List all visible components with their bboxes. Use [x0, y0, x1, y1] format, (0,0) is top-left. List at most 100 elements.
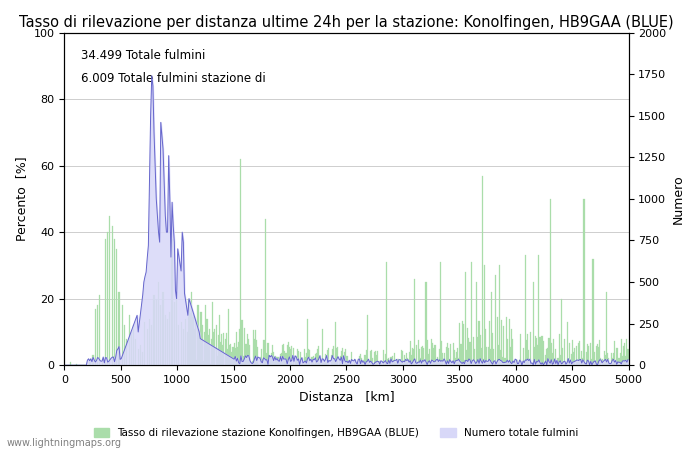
- Bar: [571, 354, 572, 365]
- Bar: [273, 352, 274, 365]
- Bar: [405, 359, 406, 365]
- Bar: [586, 351, 587, 365]
- Bar: [520, 333, 522, 365]
- Bar: [361, 358, 362, 365]
- Bar: [99, 295, 100, 365]
- Bar: [204, 332, 205, 365]
- Bar: [209, 328, 210, 365]
- Bar: [466, 350, 467, 365]
- Bar: [561, 299, 562, 365]
- Bar: [164, 315, 166, 365]
- Bar: [319, 363, 321, 365]
- Bar: [367, 315, 368, 365]
- Bar: [345, 349, 346, 365]
- Bar: [297, 349, 298, 365]
- Bar: [336, 348, 337, 365]
- Bar: [403, 362, 404, 365]
- Bar: [324, 361, 325, 365]
- Bar: [282, 345, 284, 365]
- Bar: [328, 348, 330, 365]
- Bar: [484, 266, 485, 365]
- Text: 6.009 Totale fulmini stazione di: 6.009 Totale fulmini stazione di: [81, 72, 266, 86]
- Bar: [623, 346, 624, 365]
- Bar: [289, 347, 290, 365]
- Bar: [254, 339, 255, 365]
- Bar: [545, 356, 546, 365]
- Bar: [450, 344, 452, 365]
- Bar: [94, 309, 96, 365]
- Bar: [256, 340, 257, 365]
- Bar: [199, 312, 201, 365]
- Bar: [482, 176, 483, 365]
- Bar: [102, 359, 103, 365]
- Bar: [246, 344, 247, 365]
- Bar: [393, 360, 394, 365]
- Bar: [227, 349, 228, 365]
- Bar: [528, 350, 529, 365]
- Bar: [178, 325, 179, 365]
- Bar: [138, 349, 139, 365]
- Bar: [525, 256, 526, 365]
- Bar: [124, 325, 125, 365]
- Bar: [526, 340, 527, 365]
- Bar: [343, 362, 344, 365]
- Title: Tasso di rilevazione per distanza ultime 24h per la stazione: Konolfingen, HB9GA: Tasso di rilevazione per distanza ultime…: [19, 15, 673, 30]
- Bar: [537, 345, 538, 365]
- Bar: [422, 346, 423, 365]
- Bar: [454, 350, 455, 365]
- Bar: [354, 359, 356, 365]
- Bar: [594, 352, 595, 365]
- Bar: [412, 348, 413, 365]
- Bar: [274, 362, 275, 365]
- Bar: [288, 342, 289, 365]
- Bar: [432, 343, 433, 365]
- Bar: [621, 339, 622, 365]
- Bar: [447, 343, 448, 365]
- Bar: [544, 362, 545, 365]
- Bar: [410, 341, 411, 365]
- Bar: [430, 364, 431, 365]
- Bar: [519, 364, 520, 365]
- Bar: [114, 239, 115, 365]
- Bar: [188, 299, 190, 365]
- Bar: [606, 292, 607, 365]
- Bar: [557, 358, 559, 365]
- Bar: [457, 348, 458, 365]
- Bar: [483, 360, 484, 365]
- Bar: [479, 320, 480, 365]
- Bar: [363, 360, 365, 365]
- Bar: [501, 320, 502, 365]
- Bar: [105, 239, 106, 365]
- Bar: [118, 292, 120, 365]
- Bar: [153, 295, 155, 365]
- Bar: [538, 256, 540, 365]
- Bar: [496, 317, 498, 365]
- Bar: [307, 319, 308, 365]
- Legend: Tasso di rilevazione stazione Konolfingen, HB9GAA (BLUE), Numero totale fulmini: Tasso di rilevazione stazione Konolfinge…: [90, 424, 582, 442]
- Bar: [169, 312, 170, 365]
- Y-axis label: Numero: Numero: [672, 174, 685, 224]
- Bar: [278, 357, 279, 365]
- Bar: [314, 364, 315, 365]
- Bar: [229, 345, 230, 365]
- Bar: [362, 363, 363, 365]
- Bar: [383, 350, 384, 365]
- Bar: [109, 216, 111, 365]
- Bar: [306, 353, 307, 365]
- Bar: [337, 347, 339, 365]
- Bar: [380, 360, 382, 365]
- Bar: [352, 364, 354, 365]
- Bar: [129, 315, 130, 365]
- Bar: [272, 346, 273, 365]
- Bar: [92, 355, 94, 365]
- Bar: [510, 347, 511, 365]
- Bar: [304, 357, 306, 365]
- Bar: [387, 359, 388, 365]
- Bar: [610, 353, 612, 365]
- Bar: [202, 325, 203, 365]
- Bar: [536, 338, 537, 365]
- Bar: [535, 336, 536, 365]
- Bar: [467, 328, 468, 365]
- Bar: [172, 239, 173, 365]
- Bar: [604, 351, 605, 365]
